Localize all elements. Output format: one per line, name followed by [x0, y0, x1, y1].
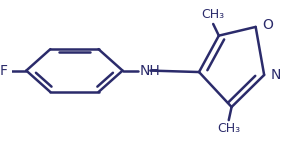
Text: NH: NH: [139, 64, 160, 78]
Text: O: O: [262, 18, 273, 32]
Text: CH₃: CH₃: [217, 122, 240, 135]
Text: F: F: [0, 64, 8, 78]
Text: N: N: [270, 68, 281, 82]
Text: CH₃: CH₃: [202, 8, 225, 21]
